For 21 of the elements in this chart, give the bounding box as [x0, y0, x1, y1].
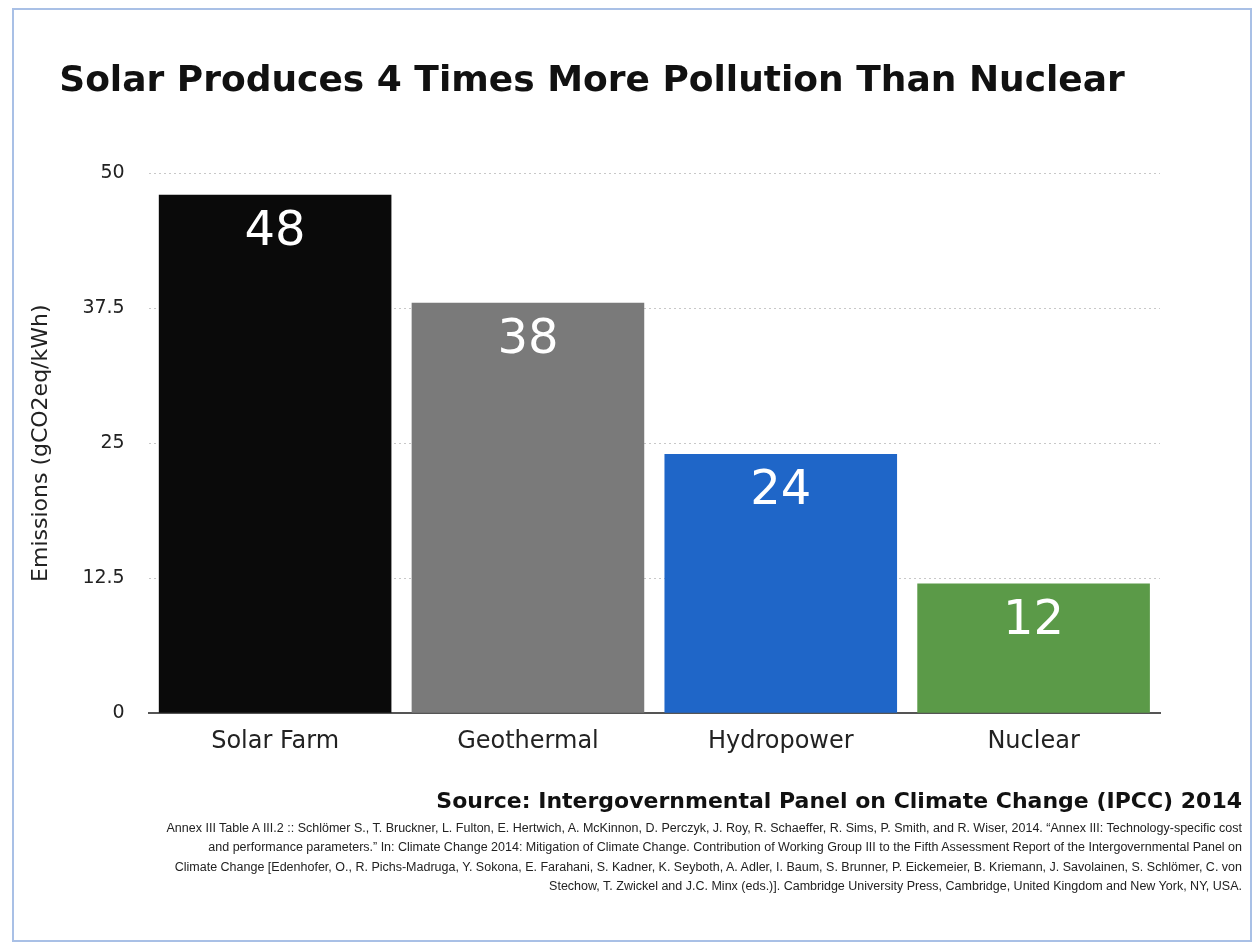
y-tick-label: 37.5: [82, 295, 125, 318]
y-tick-label: 12.5: [82, 565, 125, 588]
data-label: 12: [1003, 589, 1065, 646]
bar: [158, 194, 392, 713]
y-axis-title: Emissions (gCO2eq/kWh): [26, 304, 52, 582]
y-tick-label: 0: [112, 700, 125, 723]
chart-title: Solar Produces 4 Times More Pollution Than Nuclear: [59, 57, 1126, 99]
source-note: Source: Intergovernmental Panel on Climate Change (IPCC) 2014: [435, 788, 1242, 813]
bar: [411, 302, 645, 713]
x-tick-label: Geothermal: [457, 725, 599, 754]
data-label: 24: [750, 459, 812, 516]
y-tick-label: 50: [100, 160, 125, 183]
data-label: 48: [244, 200, 306, 257]
text: Annex III Table A III.2 :: Schlömer S., T. Bruckner, L. Fulton, E. Hertwich, A. McKinnon, D. Perczyk, J. Roy, R. Schaeffer, R. Sims, P. Smith, and R. Wiser, 2014. “Annex III: Technology-specific cost and performance parameters.” In: Climate Change 2014: Mitigation of Climate Change. Contribution of Working Group III to the Fifth Assessment Report of the Intergovernmental Panel on Climate Change [Edenhofer, O., R. Pichs-Madruga, Y. Sokona, E. Farahani, S. Kadner, K. Seyboth, A. Adler, I. Baum, S. Brunner, P. Eickemeier, B. Kriemann, J. Savolainen, S. Schlömer, C. von Stechow, T. Zwickel and J.C. Minx (eds.)]. Cambridge University Press, Cambridge, United Kingdom and New York, NY, USA.: [165, 820, 1242, 896]
y-tick-label: 25: [100, 430, 125, 453]
x-tick-label: Hydropower: [707, 725, 854, 754]
x-tick-label: Nuclear: [987, 725, 1080, 754]
bar: [664, 454, 898, 713]
bar: [917, 583, 1150, 713]
x-tick-label: Solar Farm: [211, 725, 340, 754]
data-label: 38: [497, 308, 559, 365]
